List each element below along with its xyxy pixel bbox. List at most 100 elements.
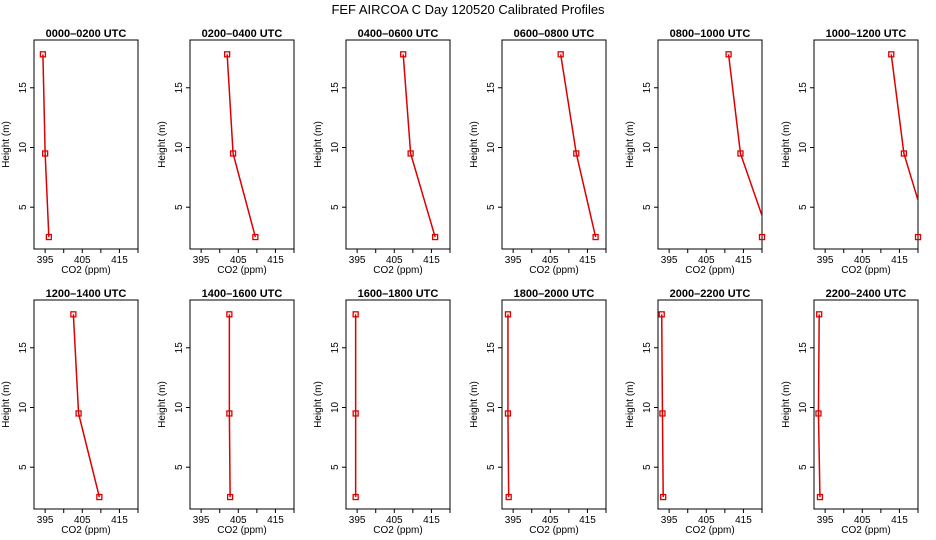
profile-line <box>660 314 664 498</box>
data-point <box>573 150 580 157</box>
data-point <box>592 233 599 241</box>
data-point <box>352 493 359 501</box>
x-tick-label: 415 <box>267 255 284 266</box>
x-tick-label: 395 <box>349 515 366 526</box>
x-tick-label: 405 <box>698 255 715 266</box>
data-point <box>229 150 237 157</box>
x-tick-label: 405 <box>74 255 91 266</box>
profile-line <box>727 54 762 218</box>
panel-title: 2000–2200 UTC <box>670 288 751 300</box>
panel-title: 0800–1000 UTC <box>670 28 751 40</box>
profile-line <box>226 54 257 238</box>
x-tick-label: 395 <box>349 255 366 266</box>
y-axis-label: Height (m) <box>625 121 636 168</box>
panel-title: 0000–0200 UTC <box>46 28 127 40</box>
y-tick-label: 5 <box>798 204 809 210</box>
x-tick-label: 395 <box>193 255 210 266</box>
plot-frame <box>657 39 763 250</box>
x-tick-label: 415 <box>111 255 128 266</box>
x-tick-label: 405 <box>854 255 871 266</box>
panel-title: 1000–1200 UTC <box>826 28 907 40</box>
figure-title: FEF AIRCOA C Day 120520 Calibrated Profi… <box>331 2 605 17</box>
x-tick-label: 395 <box>505 515 522 526</box>
x-axis-label: CO2 (ppm) <box>217 525 266 536</box>
x-axis-label: CO2 (ppm) <box>685 265 734 276</box>
x-axis-label: CO2 (ppm) <box>61 265 110 276</box>
data-point <box>226 410 233 417</box>
y-tick-label: 5 <box>330 204 341 210</box>
profile-line <box>228 314 231 498</box>
plot-frame <box>813 39 919 250</box>
y-tick-label: 15 <box>798 82 809 94</box>
panel-4: 0600–0800 UTC 395 405 415 5 10 15 CO2 (ppm) Heig… <box>469 28 607 276</box>
data-point <box>96 493 103 501</box>
x-tick-label: 415 <box>891 255 908 266</box>
x-axis-label: CO2 (ppm) <box>373 525 422 536</box>
x-axis-label: CO2 (ppm) <box>841 265 890 276</box>
y-tick-label: 15 <box>330 82 341 94</box>
y-tick-label: 5 <box>174 464 185 470</box>
y-tick-label: 5 <box>642 464 653 470</box>
x-axis-label: CO2 (ppm) <box>529 265 578 276</box>
panel-12: 2200–2400 UTC 395 405 415 5 10 15 CO2 (ppm) Heig… <box>781 288 919 536</box>
x-axis-label: CO2 (ppm) <box>685 525 734 536</box>
x-axis-label: CO2 (ppm) <box>61 525 110 536</box>
data-point <box>226 493 234 501</box>
x-tick-label: 415 <box>735 515 752 526</box>
y-tick-label: 10 <box>18 141 29 153</box>
x-axis-label: CO2 (ppm) <box>373 265 422 276</box>
data-point <box>223 51 231 58</box>
y-tick-label: 10 <box>486 401 497 413</box>
x-axis-label: CO2 (ppm) <box>529 525 578 536</box>
x-tick-label: 405 <box>542 515 559 526</box>
y-axis-label: Height (m) <box>469 381 480 428</box>
y-tick-label: 10 <box>174 141 185 153</box>
data-point <box>737 150 744 157</box>
y-tick-label: 10 <box>798 141 809 153</box>
data-point <box>352 410 359 417</box>
plot-frame <box>33 39 139 250</box>
x-tick-label: 395 <box>37 255 54 266</box>
y-axis-label: Height (m) <box>157 381 168 428</box>
y-tick-label: 15 <box>798 342 809 354</box>
panel-11: 2000–2200 UTC 395 405 415 5 10 15 CO2 (ppm) Heig… <box>625 288 763 536</box>
data-point <box>505 493 512 501</box>
y-tick-label: 5 <box>642 204 653 210</box>
x-tick-label: 395 <box>37 515 54 526</box>
y-tick-label: 15 <box>174 342 185 354</box>
y-axis-label: Height (m) <box>157 121 168 168</box>
panel-8: 1400–1600 UTC 395 405 415 5 10 15 CO2 (ppm) Heig… <box>157 288 295 536</box>
y-tick-label: 5 <box>18 204 29 210</box>
panel-2: 0200–0400 UTC 395 405 415 5 10 15 CO2 (ppm) Heig… <box>157 28 295 276</box>
x-tick-label: 415 <box>735 255 752 266</box>
plot-frame <box>501 39 607 250</box>
y-tick-label: 15 <box>486 82 497 94</box>
data-point <box>39 51 47 58</box>
data-point <box>758 233 766 241</box>
x-tick-label: 415 <box>423 515 440 526</box>
data-point <box>45 233 53 241</box>
panel-9: 1600–1800 UTC 395 405 415 5 10 15 CO2 (ppm) Heig… <box>313 288 451 536</box>
panel-title: 2200–2400 UTC <box>826 288 907 300</box>
profile-line <box>42 54 50 238</box>
panel-7: 1200–1400 UTC 395 405 415 5 10 15 CO2 (ppm) Heig… <box>1 288 139 536</box>
panel-title: 1800–2000 UTC <box>514 288 595 300</box>
panel-grid: 0000–0200 UTC 395 405 415 5 10 15 CO2 (ppm) Heig… <box>1 28 922 536</box>
plot-frame <box>33 299 139 510</box>
data-point <box>352 311 359 318</box>
x-tick-label: 395 <box>817 515 834 526</box>
y-tick-label: 5 <box>330 464 341 470</box>
x-tick-label: 395 <box>661 255 678 266</box>
plot-frame <box>813 299 919 510</box>
panel-title: 1400–1600 UTC <box>202 288 283 300</box>
y-tick-label: 15 <box>18 82 29 94</box>
data-point <box>41 150 49 157</box>
data-point <box>900 150 908 157</box>
x-tick-label: 395 <box>505 255 522 266</box>
panel-5: 0800–1000 UTC 395 405 415 5 10 15 CO2 (ppm) Heig… <box>625 28 766 276</box>
data-point <box>815 410 822 417</box>
y-tick-label: 15 <box>330 342 341 354</box>
panel-1: 0000–0200 UTC 395 405 415 5 10 15 CO2 (ppm) Heig… <box>1 28 139 276</box>
y-axis-label: Height (m) <box>313 121 324 168</box>
